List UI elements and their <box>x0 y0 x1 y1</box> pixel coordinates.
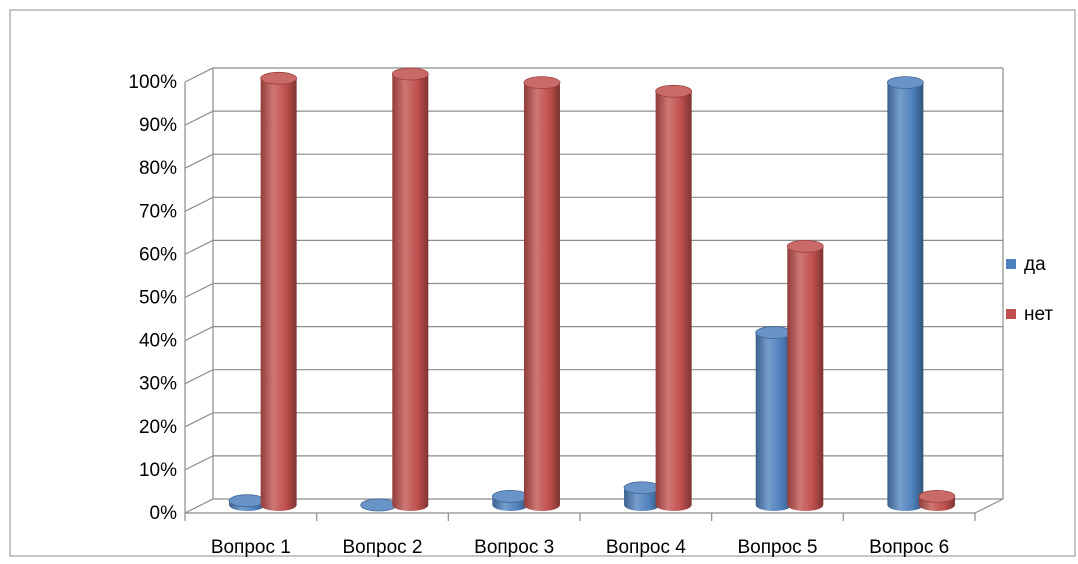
x-tick-label: Вопрос 6 <box>869 537 949 558</box>
gridline <box>184 412 1003 428</box>
bar <box>755 326 793 512</box>
y-axis-ticks: 0% 10% 20% 30% 40% 50% 60% 70% 80% 90% 100% <box>128 72 177 524</box>
bar <box>491 489 529 511</box>
y-tick-label: 70% <box>139 201 177 222</box>
bar <box>391 67 429 512</box>
legend-swatch <box>1006 309 1016 319</box>
y-tick-label: 100% <box>128 72 177 93</box>
gridline <box>184 110 1003 126</box>
y-tick-label: 90% <box>139 115 177 136</box>
bar <box>623 481 661 512</box>
y-tick-label: 30% <box>139 374 177 395</box>
gridline <box>184 282 1003 299</box>
x-axis-ticks: Вопрос 1 Вопрос 2 Вопрос 3 Вопрос 4 Вопрос 5… <box>211 537 949 558</box>
bar <box>655 84 693 512</box>
bar <box>523 76 561 512</box>
y-tick-label: 60% <box>139 244 177 265</box>
x-tick-label: Вопрос 2 <box>342 537 422 558</box>
gridline <box>184 196 1003 212</box>
gridlines <box>184 67 1003 514</box>
gridline <box>184 326 1003 342</box>
y-tick-label: 10% <box>139 460 177 481</box>
gridline <box>184 369 1003 385</box>
gridline <box>184 498 1003 514</box>
bars <box>228 67 956 512</box>
gridline <box>184 239 1003 255</box>
floor-right-edge <box>974 498 1004 514</box>
y-tick-label: 80% <box>139 158 177 179</box>
legend-swatch <box>1006 259 1016 269</box>
y-tick-label: 0% <box>150 503 178 524</box>
bar <box>786 239 824 512</box>
gridline <box>184 153 1003 169</box>
legend: да нет <box>1006 254 1053 325</box>
bar <box>918 489 956 512</box>
y-tick-label: 40% <box>139 331 177 352</box>
y-tick-label: 20% <box>139 417 177 438</box>
y-tick-label: 50% <box>139 288 177 309</box>
bar <box>260 71 298 512</box>
x-tick-label: Вопрос 1 <box>211 537 291 558</box>
x-axis <box>184 498 1004 521</box>
gridline <box>184 455 1003 471</box>
legend-label: да <box>1024 254 1046 275</box>
gridline <box>184 67 1003 83</box>
bar <box>360 498 398 512</box>
bar <box>886 76 924 512</box>
x-tick-label: Вопрос 5 <box>737 537 817 558</box>
legend-label: нет <box>1024 304 1053 325</box>
bar <box>228 494 266 511</box>
x-tick-label: Вопрос 3 <box>474 537 554 558</box>
x-tick-label: Вопрос 4 <box>606 537 686 558</box>
